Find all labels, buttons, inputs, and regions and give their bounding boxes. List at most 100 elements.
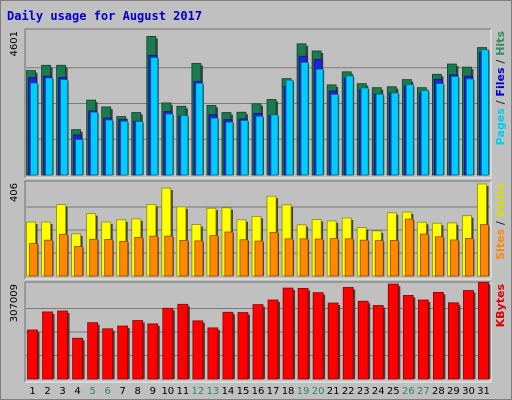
- bar-sites: [239, 239, 249, 277]
- day-label: 23: [357, 386, 370, 397]
- bar-pages: [390, 92, 399, 176]
- bar-sites: [104, 239, 114, 277]
- y-max-label: 4601: [9, 31, 20, 56]
- bar-sites: [29, 243, 38, 277]
- bar-pages: [45, 77, 53, 176]
- chart-panels: 4601 Pages / Files / Hits 406 Sites / Visit…: [9, 28, 507, 383]
- bar-sites: [224, 231, 234, 277]
- bar-sites: [59, 233, 68, 277]
- bar-kbytes: [282, 287, 294, 380]
- day-label: 30: [462, 386, 475, 397]
- bar-sites: [209, 235, 219, 277]
- bar-pages: [435, 83, 444, 176]
- chart-title: Daily usage for August 2017: [7, 9, 202, 23]
- bar-pages: [270, 114, 279, 176]
- bar-kbytes: [162, 307, 174, 380]
- day-label: 12: [192, 386, 205, 397]
- bar-sites: [149, 235, 159, 277]
- day-label: 20: [312, 386, 325, 397]
- bar-kbytes: [192, 320, 204, 380]
- bar-pages: [210, 117, 219, 176]
- bar-kbytes: [27, 329, 38, 380]
- series-legend: Sites / Visits: [494, 183, 507, 260]
- legend-entry: /: [494, 97, 507, 109]
- bar-pages: [405, 84, 414, 176]
- bar-kbytes: [87, 322, 99, 380]
- bar-sites: [134, 237, 144, 277]
- bar-kbytes: [177, 303, 189, 380]
- legend-entry: Hits: [494, 31, 507, 56]
- day-label: 14: [222, 386, 235, 397]
- bar-kbytes: [237, 312, 249, 380]
- panel-visits-sites: 406 Sites / Visits: [9, 180, 507, 280]
- bar-kbytes: [387, 283, 399, 380]
- bar-pages: [195, 82, 204, 176]
- day-label: 4: [74, 386, 80, 397]
- bar-kbytes: [267, 299, 279, 380]
- bar-kbytes: [448, 302, 459, 380]
- day-label: 22: [342, 386, 355, 397]
- bar-kbytes: [402, 295, 414, 380]
- y-max-label: 406: [9, 183, 20, 202]
- bar-kbytes: [463, 290, 474, 380]
- bar-sites: [434, 236, 444, 277]
- bar-kbytes: [42, 311, 53, 380]
- day-label: 13: [207, 386, 220, 397]
- bar-kbytes: [207, 327, 219, 380]
- bar-kbytes: [102, 328, 114, 380]
- bar-sites: [465, 237, 474, 277]
- bar-sites: [89, 238, 99, 277]
- day-label: 29: [447, 386, 460, 397]
- panel-hits-files-pages: 4601 Pages / Files / Hits: [9, 28, 507, 179]
- day-label: 19: [297, 386, 310, 397]
- bar-pages: [315, 68, 324, 176]
- bar-sites: [359, 239, 369, 277]
- day-label: 6: [104, 386, 110, 397]
- bar-kbytes: [417, 299, 429, 380]
- bar-pages: [481, 49, 489, 176]
- series-legend: Pages / Files / Hits: [494, 31, 507, 146]
- bar-kbytes: [297, 287, 309, 380]
- bar-sites: [284, 238, 294, 277]
- day-label: 3: [59, 386, 65, 397]
- bar-pages: [360, 87, 369, 176]
- day-label: 9: [150, 386, 156, 397]
- day-label: 15: [237, 386, 250, 397]
- bar-sites: [269, 232, 279, 277]
- bar-sites: [329, 238, 339, 277]
- bar-kbytes: [57, 310, 68, 380]
- bar-pages: [420, 90, 429, 176]
- bar-sites: [254, 240, 264, 277]
- legend-entry: Visits: [494, 183, 507, 218]
- day-label: 7: [120, 386, 126, 397]
- bar-sites: [419, 233, 429, 277]
- bar-sites: [299, 238, 309, 277]
- day-label: 1: [29, 386, 35, 397]
- y-max-label: 307009: [9, 284, 20, 322]
- day-label: 5: [89, 386, 95, 397]
- bar-sites: [74, 246, 84, 277]
- legend-entry: Files: [494, 67, 507, 97]
- bar-kbytes: [432, 291, 444, 380]
- x-axis: 1 2 3 4 5 6 7 8 9 10 11 12 13 14 15 16 17 18 19 20 21 22 23 24 2…: [29, 386, 490, 397]
- day-label: 27: [417, 386, 430, 397]
- bar-pages: [135, 121, 144, 176]
- bar-sites: [314, 238, 324, 277]
- bar-sites: [44, 239, 53, 277]
- day-label: 8: [135, 386, 141, 397]
- bar-kbytes: [372, 305, 384, 380]
- bar-kbytes: [117, 325, 129, 380]
- bar-pages: [345, 75, 354, 176]
- day-label: 31: [477, 386, 490, 397]
- day-label: 28: [432, 386, 445, 397]
- bar-kbytes: [478, 281, 489, 380]
- bar-pages: [375, 93, 384, 176]
- bar-sites: [374, 240, 384, 277]
- series-legend: KBytes: [494, 284, 507, 328]
- bar-pages: [225, 121, 234, 176]
- bar-sites: [389, 240, 399, 277]
- legend-entry: /: [494, 217, 507, 229]
- bar-kbytes: [147, 323, 159, 380]
